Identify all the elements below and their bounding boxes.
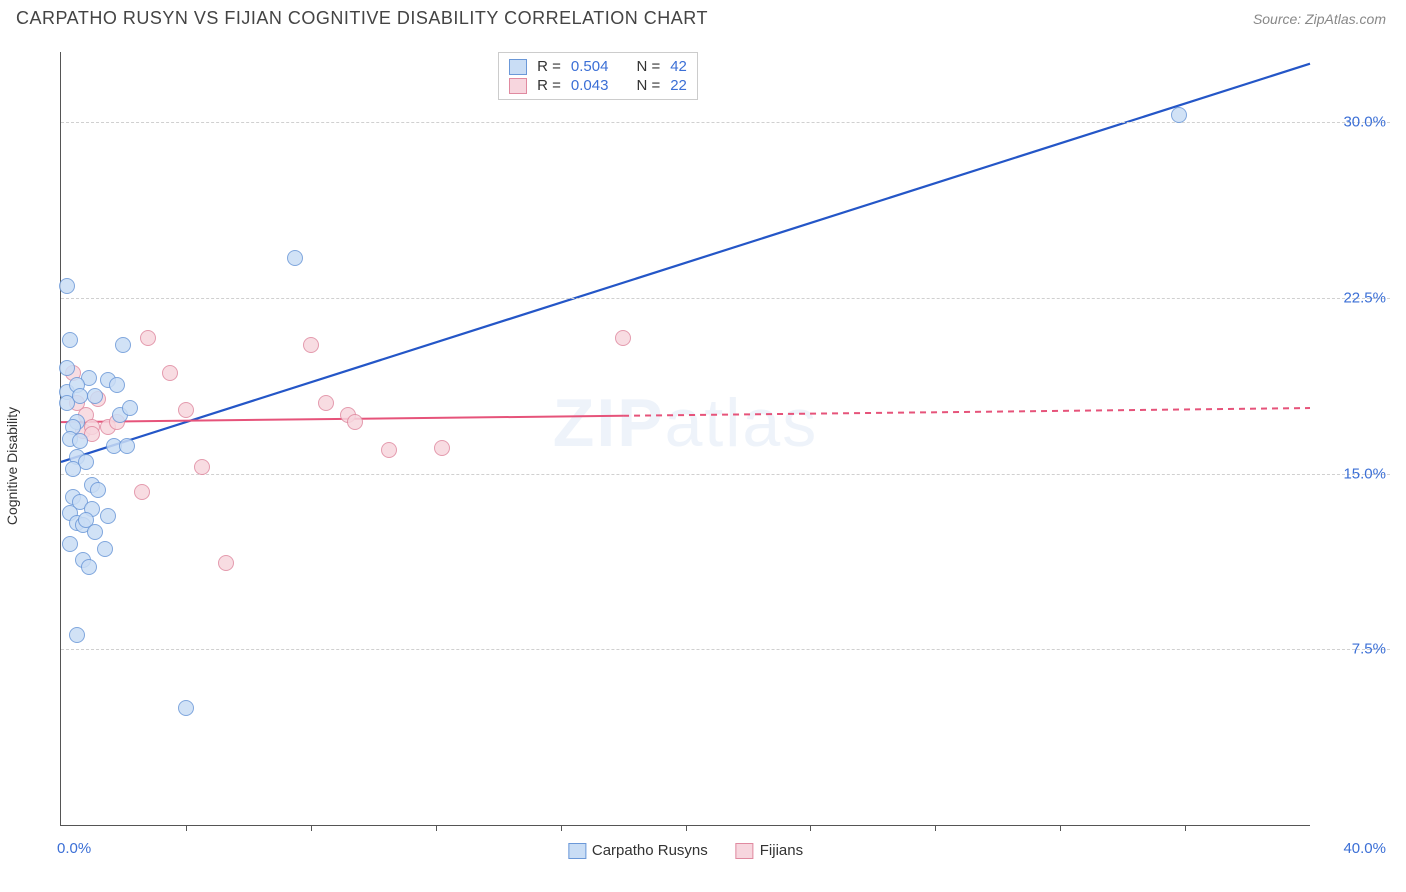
source-label: Source: ZipAtlas.com <box>1253 11 1386 27</box>
scatter-point <box>287 250 303 266</box>
r-label: R = <box>537 77 561 94</box>
gridline <box>61 122 1390 123</box>
y-tick-label: 15.0% <box>1343 465 1386 482</box>
r-value: 0.504 <box>571 58 609 75</box>
scatter-point <box>140 330 156 346</box>
gridline <box>61 298 1390 299</box>
legend-label: Carpatho Rusyns <box>592 842 708 859</box>
x-tick <box>1185 825 1186 831</box>
scatter-point <box>90 482 106 498</box>
legend-item: Fijians <box>736 842 803 859</box>
y-tick-label: 7.5% <box>1352 641 1386 658</box>
y-tick-label: 30.0% <box>1343 114 1386 131</box>
scatter-point <box>615 330 631 346</box>
n-value: 42 <box>670 58 687 75</box>
x-tick <box>686 825 687 831</box>
legend-item: Carpatho Rusyns <box>568 842 708 859</box>
scatter-point <box>194 459 210 475</box>
scatter-point <box>81 559 97 575</box>
stats-row: R = 0.043 N = 22 <box>509 76 687 95</box>
scatter-point <box>109 377 125 393</box>
scatter-point <box>62 536 78 552</box>
scatter-point <box>115 337 131 353</box>
x-tick <box>561 825 562 831</box>
x-tick <box>935 825 936 831</box>
scatter-point <box>134 484 150 500</box>
r-value: 0.043 <box>571 77 609 94</box>
scatter-point <box>69 627 85 643</box>
scatter-point <box>59 278 75 294</box>
y-axis-label: Cognitive Disability <box>4 407 20 525</box>
y-tick-label: 22.5% <box>1343 289 1386 306</box>
gridline <box>61 649 1390 650</box>
n-label: N = <box>636 58 660 75</box>
scatter-point <box>97 541 113 557</box>
scatter-point <box>318 395 334 411</box>
legend-swatch <box>736 843 754 859</box>
series-swatch <box>509 59 527 75</box>
scatter-point <box>218 555 234 571</box>
trend-lines-svg <box>61 52 1310 825</box>
x-tick <box>436 825 437 831</box>
chart-container: Cognitive Disability ZIPatlas 7.5%15.0%2… <box>16 40 1390 876</box>
x-min-label: 0.0% <box>57 840 91 857</box>
x-tick <box>1060 825 1061 831</box>
x-tick <box>186 825 187 831</box>
trend-line-dashed <box>623 408 1310 416</box>
series-swatch <box>509 78 527 94</box>
scatter-point <box>59 360 75 376</box>
x-tick <box>810 825 811 831</box>
scatter-point <box>78 512 94 528</box>
stats-row: R = 0.504 N = 42 <box>509 57 687 76</box>
legend-label: Fijians <box>760 842 803 859</box>
scatter-point <box>162 365 178 381</box>
x-max-label: 40.0% <box>1343 840 1386 857</box>
legend-swatch <box>568 843 586 859</box>
chart-title: CARPATHO RUSYN VS FIJIAN COGNITIVE DISAB… <box>16 8 708 29</box>
trend-line <box>61 64 1310 462</box>
scatter-point <box>122 400 138 416</box>
r-label: R = <box>537 58 561 75</box>
n-value: 22 <box>670 77 687 94</box>
scatter-point <box>72 433 88 449</box>
n-label: N = <box>636 77 660 94</box>
scatter-point <box>347 414 363 430</box>
scatter-point <box>178 402 194 418</box>
stats-box: R = 0.504 N = 42 R = 0.043 N = 22 <box>498 52 698 100</box>
scatter-point <box>65 461 81 477</box>
scatter-point <box>381 442 397 458</box>
scatter-point <box>119 438 135 454</box>
x-tick <box>311 825 312 831</box>
gridline <box>61 474 1390 475</box>
scatter-point <box>100 508 116 524</box>
legend: Carpatho Rusyns Fijians <box>568 842 803 859</box>
scatter-point <box>178 700 194 716</box>
scatter-point <box>434 440 450 456</box>
scatter-point <box>1171 107 1187 123</box>
scatter-point <box>87 388 103 404</box>
scatter-point <box>72 388 88 404</box>
scatter-point <box>303 337 319 353</box>
plot-area: ZIPatlas 7.5%15.0%22.5%30.0%0.0%40.0%R =… <box>60 52 1310 826</box>
scatter-point <box>62 332 78 348</box>
